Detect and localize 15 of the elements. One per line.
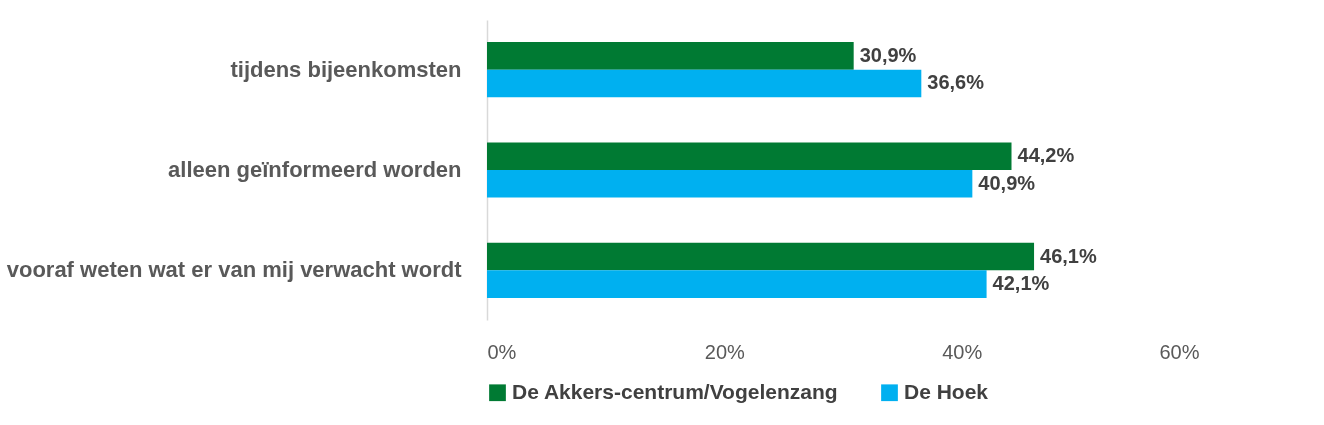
x-tick-label: 20%	[704, 340, 746, 363]
y-tick-label: vooraf weten wat er van mij verwacht wordt	[6, 257, 463, 283]
x-tick-label: 60%	[1159, 340, 1200, 363]
y-tick-label: alleen geïnformeerd worden	[168, 157, 462, 182]
data-label: 46,1%	[1040, 244, 1097, 267]
legend-label: De Akkers-centrum/Vogelenzang	[512, 379, 838, 403]
y-tick-label: tijdens bijeenkomsten	[230, 56, 462, 82]
data-label: 40,9%	[978, 171, 1036, 194]
data-label: 30,9%	[859, 43, 917, 66]
data-label: 42,1%	[992, 272, 1050, 295]
data-label: 44,2%	[1017, 144, 1075, 167]
data-label: 36,6%	[927, 71, 985, 94]
legend-label: De Hoek	[904, 379, 989, 403]
x-tick-label: 0%	[487, 340, 517, 363]
x-tick-label: 40%	[942, 340, 983, 363]
